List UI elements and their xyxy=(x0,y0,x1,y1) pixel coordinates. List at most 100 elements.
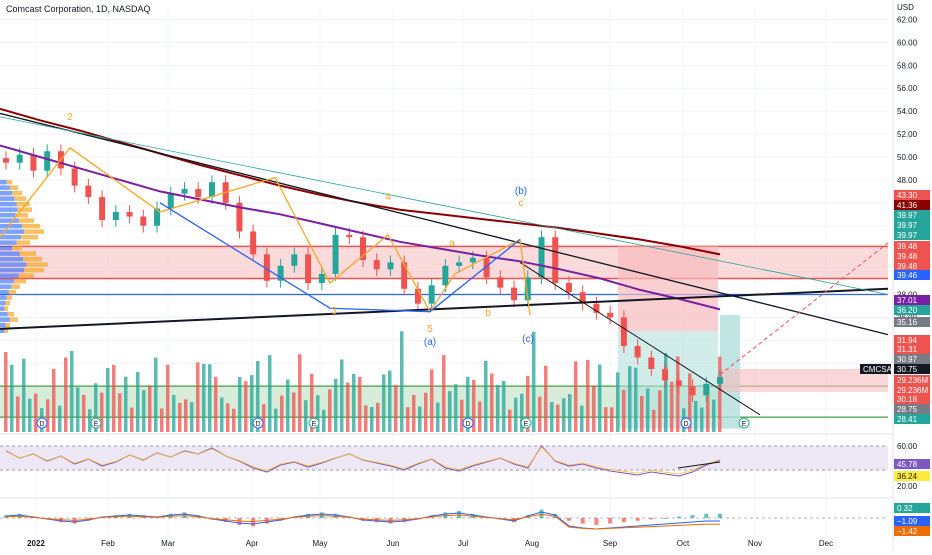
volume-bar xyxy=(442,355,446,432)
price-tag-text: 30.97 xyxy=(897,355,918,364)
volume-bar xyxy=(598,364,602,432)
earnings-dividend-marker: D xyxy=(252,417,264,429)
volume-profile-bar-blue xyxy=(0,284,11,289)
volume-profile-bar-orange xyxy=(9,317,18,322)
price-tag-bg xyxy=(894,305,930,315)
rsi-divergence-line xyxy=(677,461,721,469)
price-tick-label: 50.00 xyxy=(897,153,918,162)
macd-histogram-bar xyxy=(251,518,256,527)
rsi-tag-bg xyxy=(894,471,930,481)
event-marker-circle xyxy=(462,417,474,429)
volume-profile-bar-blue xyxy=(0,201,17,207)
volume-bar xyxy=(28,398,32,432)
candle-body xyxy=(154,208,161,226)
rsi-tick-label: 60.00 xyxy=(897,442,918,451)
price-tick-label: 60.00 xyxy=(897,38,918,47)
candle-body xyxy=(469,257,476,263)
volume-profile-bar-blue xyxy=(0,273,19,278)
price-tag-text: 30.18 xyxy=(897,395,918,404)
macd-histogram-bar xyxy=(621,518,626,523)
price-tag-text: 39.48 xyxy=(897,262,918,271)
time-tick-label: Oct xyxy=(677,539,690,548)
earnings-dividend-marker: E xyxy=(520,417,532,429)
price-tick-label: 38.00 xyxy=(897,290,918,299)
price-tag: 39.48 xyxy=(894,261,930,271)
candle-body xyxy=(236,202,243,232)
price-tag-text: 28.75 xyxy=(897,405,918,414)
earnings-dividend-marker: E xyxy=(738,417,750,429)
elliott-wave-label: 3 xyxy=(331,306,337,317)
macd-histogram-bar xyxy=(608,518,613,524)
price-tag-text: 28.41 xyxy=(897,415,918,424)
volume-bar xyxy=(148,385,152,432)
volume-bar xyxy=(76,387,80,432)
volume-profile-bar-blue xyxy=(0,245,13,251)
candle-body xyxy=(524,277,531,301)
volume-profile-bar-orange xyxy=(8,289,16,295)
volume-bar xyxy=(460,399,464,432)
price-tag: 30.97 xyxy=(894,354,930,364)
candle-body xyxy=(565,283,572,293)
elliott-wave-label: b xyxy=(485,308,491,319)
volume-bar xyxy=(718,356,722,432)
macd-line xyxy=(5,511,720,530)
volume-bar xyxy=(250,375,254,432)
volume-profile-bar-orange xyxy=(6,179,12,185)
volume-profile-bar-orange xyxy=(18,218,34,223)
volume-profile-bar-orange xyxy=(6,295,12,300)
volume-bar xyxy=(676,356,680,432)
volume-profile-bar-blue xyxy=(0,218,19,223)
volume-bar xyxy=(94,383,98,432)
price-tag-text: 43.30 xyxy=(897,191,918,200)
volume-bar xyxy=(556,404,560,432)
candle-body xyxy=(717,376,723,384)
volume-bar xyxy=(370,407,374,432)
rsi-tick-label: 20.00 xyxy=(897,482,918,491)
event-marker-circle xyxy=(252,417,264,429)
short-zone-box xyxy=(720,368,888,392)
earnings-dividend-marker: D xyxy=(36,417,48,429)
volume-bar xyxy=(160,408,164,432)
macd-histogram-bar xyxy=(718,513,722,518)
price-tag-bg xyxy=(894,364,930,374)
candle-body xyxy=(483,257,490,278)
volume-profile-bar-orange xyxy=(14,278,26,284)
macd-tag-bg xyxy=(894,503,930,513)
elliott-wave-label: 4 xyxy=(385,192,391,203)
volume-profile-bar-orange xyxy=(14,196,26,201)
volume-bar xyxy=(10,364,14,432)
event-marker-circle xyxy=(308,417,320,429)
macd-value-tag: −1.09 xyxy=(894,516,930,526)
volume-bar xyxy=(664,353,668,432)
volume-bar xyxy=(286,379,290,432)
channel-line xyxy=(519,261,761,416)
volume-bar xyxy=(376,402,380,432)
volume-bar xyxy=(478,401,482,432)
time-tick-label: 2022 xyxy=(27,539,45,548)
price-tag-text: 39.48 xyxy=(897,252,918,261)
volume-bar xyxy=(58,405,62,432)
price-tag: 30.18 xyxy=(894,394,930,404)
volume-profile-bar-blue xyxy=(0,322,6,328)
volume-bar xyxy=(106,367,110,432)
volume-profile-bar-orange xyxy=(15,212,28,218)
volume-profile-bar-blue xyxy=(0,234,21,240)
price-tag: 43.30 xyxy=(894,190,930,200)
volume-bar xyxy=(88,409,92,432)
volume-bar xyxy=(520,393,524,432)
volume-profile-bar-blue xyxy=(0,223,22,229)
price-tag-bg xyxy=(894,317,930,327)
volume-bar xyxy=(310,373,314,432)
volume-bar xyxy=(136,371,140,432)
candle-body xyxy=(428,285,435,304)
volume-bar xyxy=(64,357,68,432)
macd-tag-text: 0.32 xyxy=(897,504,913,513)
volume-bar xyxy=(580,405,584,432)
price-tag-text: 31.31 xyxy=(897,345,918,354)
volume-bar xyxy=(532,331,536,432)
volume-bar xyxy=(466,376,470,432)
candle-body xyxy=(552,237,559,284)
event-marker-circle xyxy=(680,417,692,429)
